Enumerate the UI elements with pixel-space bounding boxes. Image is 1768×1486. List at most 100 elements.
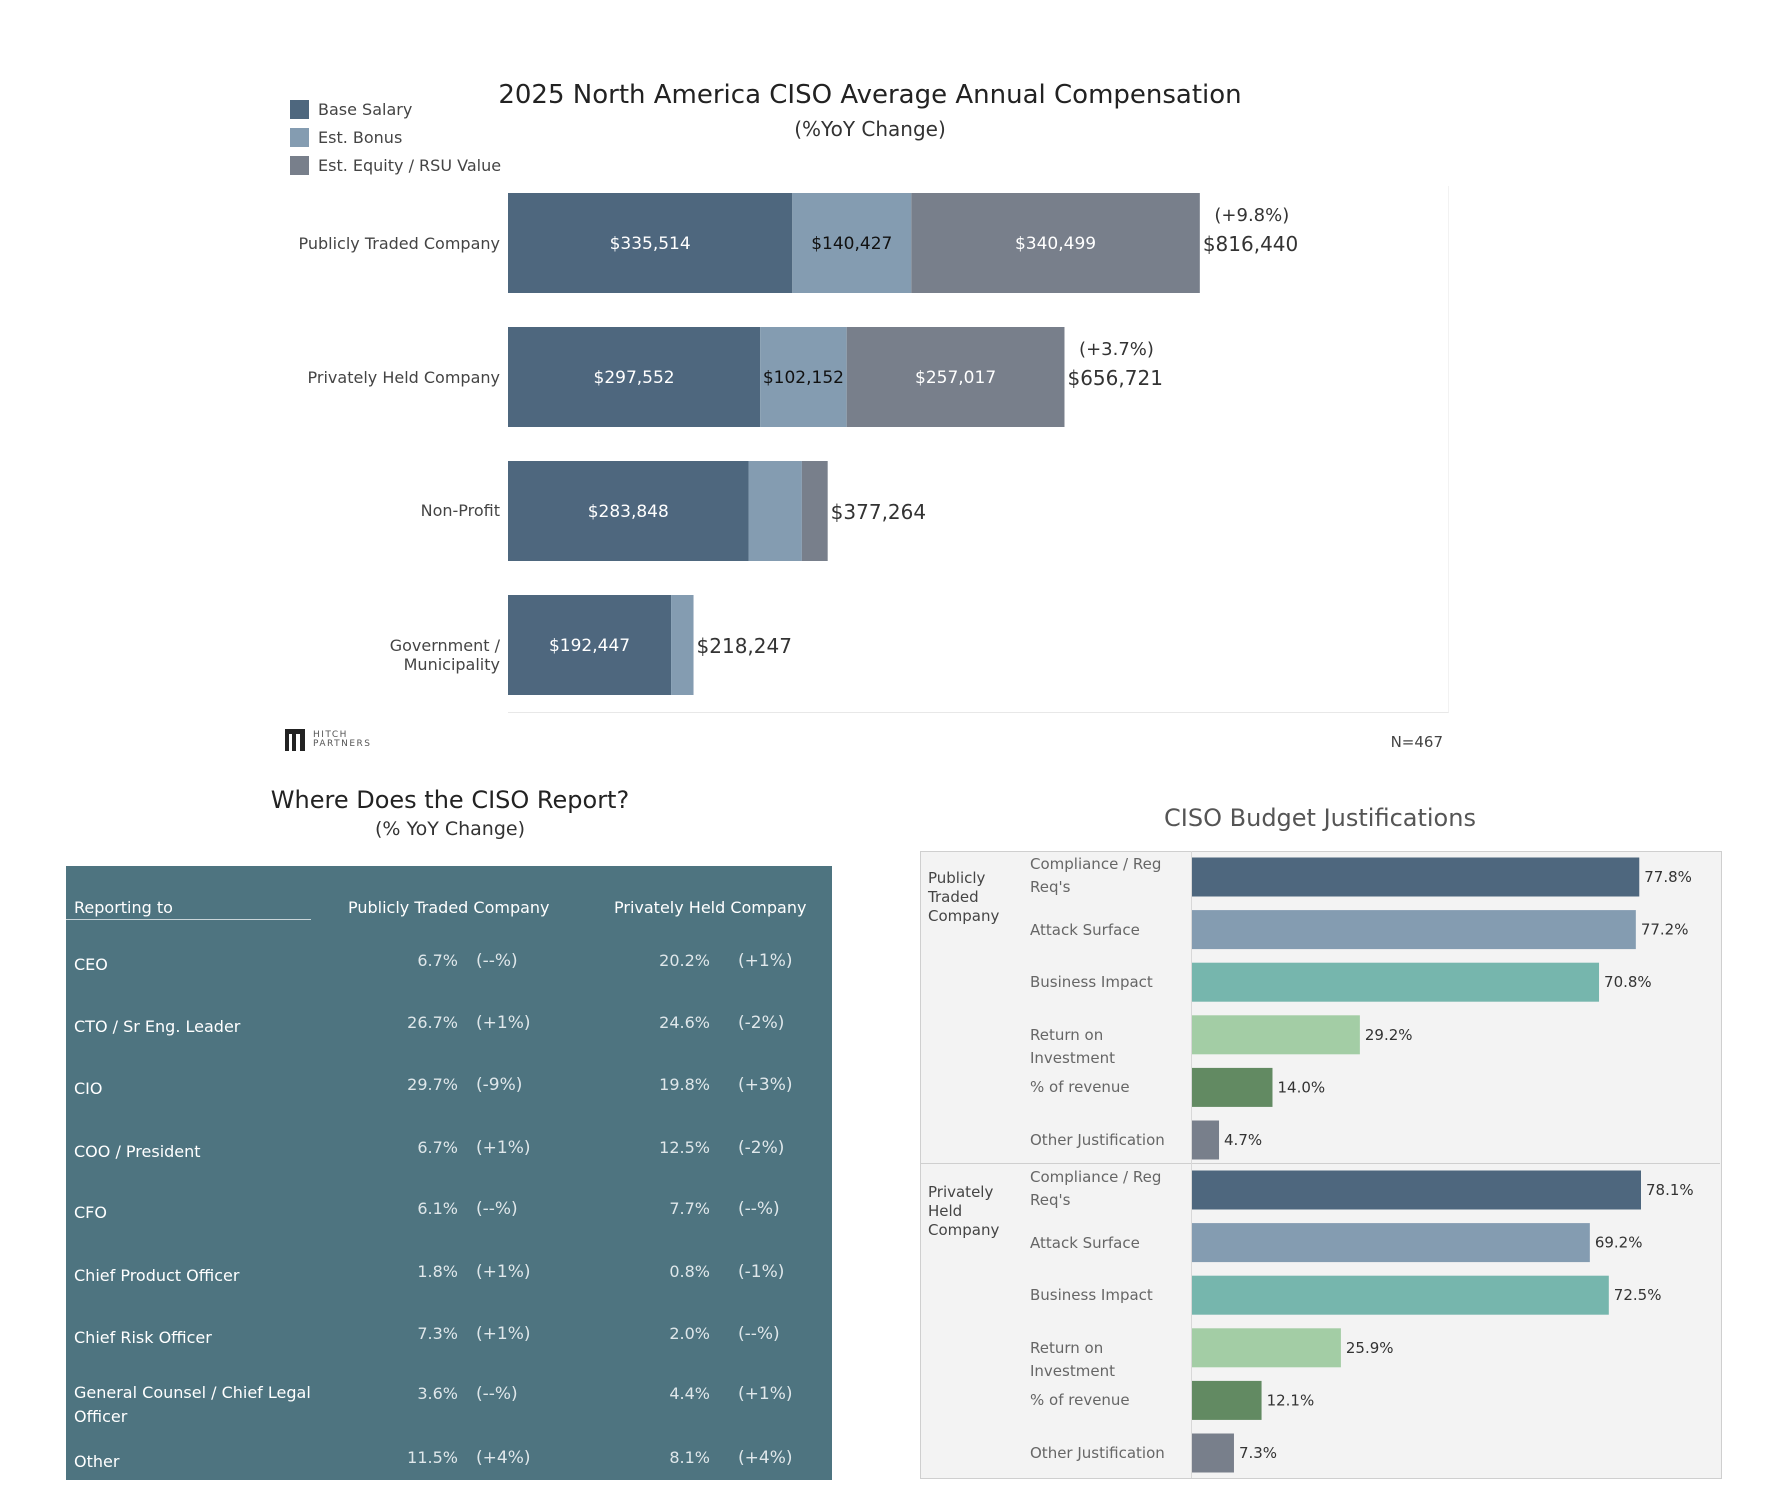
budget-category-label: % of revenue xyxy=(1030,1391,1130,1410)
budget-category-label: Compliance / Reg Req's xyxy=(1030,855,1162,896)
compensation-plot-area xyxy=(508,186,1449,713)
table-cell-private-pct: 7.7% xyxy=(669,1199,710,1218)
table-cell-public-pct: 11.5% xyxy=(407,1448,458,1467)
bar-label-equity-1: $257,017 xyxy=(915,368,996,388)
table-cell-public-change: (--%) xyxy=(476,1384,518,1404)
table-cell-private-pct: 19.8% xyxy=(659,1075,710,1094)
table-cell-private-pct: 0.8% xyxy=(669,1262,710,1281)
header-public: Publicly Traded Company xyxy=(348,898,550,917)
bar-base-1 xyxy=(508,327,761,427)
budget-category-label: Return on Investment xyxy=(1030,1338,1115,1380)
group-label-private: Privately Held Company xyxy=(928,1183,1000,1239)
budget-category-label: Business Impact xyxy=(1030,1286,1153,1305)
budget-category-label: Compliance / Reg Req's xyxy=(1030,1168,1162,1209)
table-cell-private-pct: 4.4% xyxy=(669,1384,710,1403)
table-cell-public-change: (-9%) xyxy=(476,1075,523,1095)
legend-label-equity: Est. Equity / RSU Value xyxy=(318,156,502,175)
table-cell-public-change: (--%) xyxy=(476,951,518,971)
table-cell-public-change: (+1%) xyxy=(476,1013,531,1033)
legend-est-equity: Est. Equity / RSU Value xyxy=(290,156,501,175)
budget-title: CISO Budget Justifications xyxy=(1164,804,1476,832)
total-label-0: $816,440 xyxy=(1203,232,1298,256)
bar-base-0 xyxy=(508,193,793,293)
group-label-public: Publicly Traded Company xyxy=(928,869,1000,925)
logo-text: HITCH PARTNERS xyxy=(313,731,372,749)
table-cell-public-pct: 3.6% xyxy=(417,1384,458,1403)
legend-swatch-bonus xyxy=(290,128,309,147)
table-cell-public-change: (--%) xyxy=(476,1199,518,1219)
reporting-table: Reporting to Publicly Traded Company Pri… xyxy=(66,866,832,1480)
bar-equity-1 xyxy=(846,327,1065,427)
bar-label-base-1: $297,552 xyxy=(594,368,675,388)
bar-label-base-2: $283,848 xyxy=(588,502,669,522)
bar-bonus-2 xyxy=(748,461,802,561)
bar-label-base-3: $192,447 xyxy=(549,636,630,656)
bar-bonus-1 xyxy=(760,327,847,427)
yoy-label-1: (+3.7%) xyxy=(1079,339,1154,360)
logo-text-line-2: PARTNERS xyxy=(313,739,372,749)
bar-bonus-3 xyxy=(671,595,694,695)
yoy-label-0: (+9.8%) xyxy=(1214,205,1289,226)
table-cell-public-change: (+4%) xyxy=(476,1448,531,1468)
table-cell-public-pct: 7.3% xyxy=(417,1324,458,1343)
table-row-label: Chief Product Officer xyxy=(74,1266,240,1285)
bar-base-2 xyxy=(508,461,749,561)
table-cell-private-change: (-1%) xyxy=(738,1262,785,1282)
legend-est-bonus: Est. Bonus xyxy=(290,128,402,147)
header-private: Privately Held Company xyxy=(614,898,807,917)
budget-category-label: Other Justification xyxy=(1030,1444,1165,1462)
table-cell-private-change: (+4%) xyxy=(738,1448,793,1468)
table-cell-public-pct: 26.7% xyxy=(407,1013,458,1032)
compensation-chart: $335,514 $140,427 $340,499 $816,440 (+9.8%) $… xyxy=(508,193,1298,695)
bar-bonus-0 xyxy=(792,193,912,293)
table-cell-public-change: (+1%) xyxy=(476,1138,531,1158)
table-row-label: CTO / Sr Eng. Leader xyxy=(74,1017,241,1036)
bar-label-bonus-1: $102,152 xyxy=(763,368,844,388)
total-label-1: $656,721 xyxy=(1067,366,1162,390)
table-cell-private-pct: 2.0% xyxy=(669,1324,710,1343)
sample-size-label: N=467 xyxy=(1390,733,1443,751)
category-label-private: Privately Held Company xyxy=(307,368,500,387)
header-reporting-to: Reporting to xyxy=(74,898,173,917)
table-cell-public-pct: 6.7% xyxy=(417,951,458,970)
table-cell-public-pct: 29.7% xyxy=(407,1075,458,1094)
table-row-label: Chief Risk Officer xyxy=(74,1328,212,1347)
table-row-label: General Counsel / Chief Legal Officer xyxy=(74,1383,311,1426)
table-cell-private-change: (+1%) xyxy=(738,1384,793,1404)
header-underline xyxy=(66,919,311,920)
hitch-partners-logo: HITCH PARTNERS xyxy=(283,727,372,753)
budget-group-divider xyxy=(920,1163,1720,1164)
table-row-label: CFO xyxy=(74,1203,107,1222)
bar-label-bonus-0: $140,427 xyxy=(811,234,892,254)
budget-category-label: Business Impact xyxy=(1030,973,1153,992)
table-cell-private-pct: 24.6% xyxy=(659,1013,710,1032)
table-cell-public-change: (+1%) xyxy=(476,1324,531,1344)
legend-label-base: Base Salary xyxy=(318,100,413,119)
category-label-public: Publicly Traded Company xyxy=(298,234,500,253)
reporting-title: Where Does the CISO Report? xyxy=(270,786,630,814)
table-cell-private-pct: 12.5% xyxy=(659,1138,710,1157)
legend-base-salary: Base Salary xyxy=(290,100,412,119)
table-cell-private-change: (+1%) xyxy=(738,951,793,971)
table-cell-public-pct: 1.8% xyxy=(417,1262,458,1281)
table-row-label: Other xyxy=(74,1452,120,1471)
table-cell-private-change: (--%) xyxy=(738,1199,780,1219)
table-row-label: COO / President xyxy=(74,1142,201,1161)
bar-label-equity-0: $340,499 xyxy=(1015,234,1096,254)
table-cell-private-change: (-2%) xyxy=(738,1138,785,1158)
compensation-title: 2025 North America CISO Average Annual C… xyxy=(498,80,1242,110)
table-cell-public-pct: 6.1% xyxy=(417,1199,458,1218)
bar-label-base-0: $335,514 xyxy=(610,234,691,254)
category-label-government: Government / Municipality xyxy=(389,636,500,674)
budget-category-label: Attack Surface xyxy=(1030,920,1140,939)
budget-category-label: % of revenue xyxy=(1030,1078,1130,1097)
budget-axis-line xyxy=(1191,851,1192,1478)
logo-text-line-1: HITCH xyxy=(313,730,348,740)
total-label-3: $218,247 xyxy=(697,634,792,658)
compensation-subtitle: (%YoY Change) xyxy=(794,117,946,141)
total-label-2: $377,264 xyxy=(831,500,926,524)
table-cell-private-change: (--%) xyxy=(738,1324,780,1344)
reporting-subtitle: (% YoY Change) xyxy=(374,818,525,840)
budget-category-label: Attack Surface xyxy=(1030,1233,1140,1252)
legend-label-bonus: Est. Bonus xyxy=(318,128,403,147)
